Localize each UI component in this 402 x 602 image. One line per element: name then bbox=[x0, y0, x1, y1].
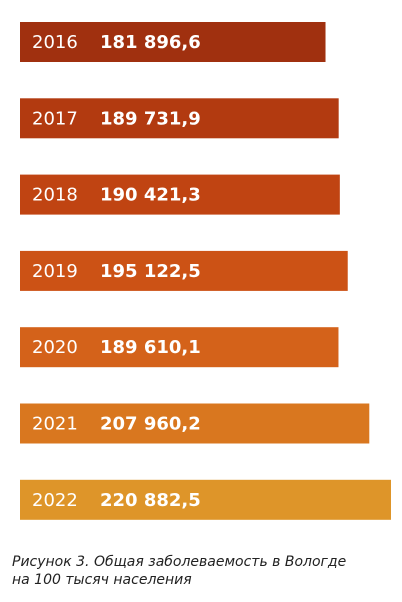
bar bbox=[20, 250, 348, 291]
value-label: 207 960,2 bbox=[100, 414, 201, 435]
bar bbox=[20, 327, 339, 368]
bar bbox=[20, 174, 340, 215]
bar bbox=[20, 403, 370, 444]
value-label: 189 610,1 bbox=[100, 337, 201, 358]
category-label: 2019 bbox=[32, 261, 78, 282]
value-label: 189 731,9 bbox=[100, 108, 201, 129]
category-label: 2018 bbox=[32, 185, 78, 206]
category-label: 2020 bbox=[32, 337, 78, 358]
bar bbox=[20, 22, 326, 62]
value-label: 195 122,5 bbox=[100, 261, 201, 282]
bar bbox=[20, 479, 391, 520]
category-label: 2022 bbox=[32, 490, 78, 511]
chart-title: Рисунок 3. Общая заболеваемость в Вологд… bbox=[12, 554, 346, 588]
value-label: 220 882,5 bbox=[100, 490, 201, 511]
value-label: 190 421,3 bbox=[100, 185, 201, 206]
category-label: 2017 bbox=[32, 108, 78, 129]
category-label: 2021 bbox=[32, 414, 78, 435]
bar bbox=[20, 98, 339, 139]
category-label: 2016 bbox=[32, 32, 78, 53]
value-label: 181 896,6 bbox=[100, 32, 201, 53]
